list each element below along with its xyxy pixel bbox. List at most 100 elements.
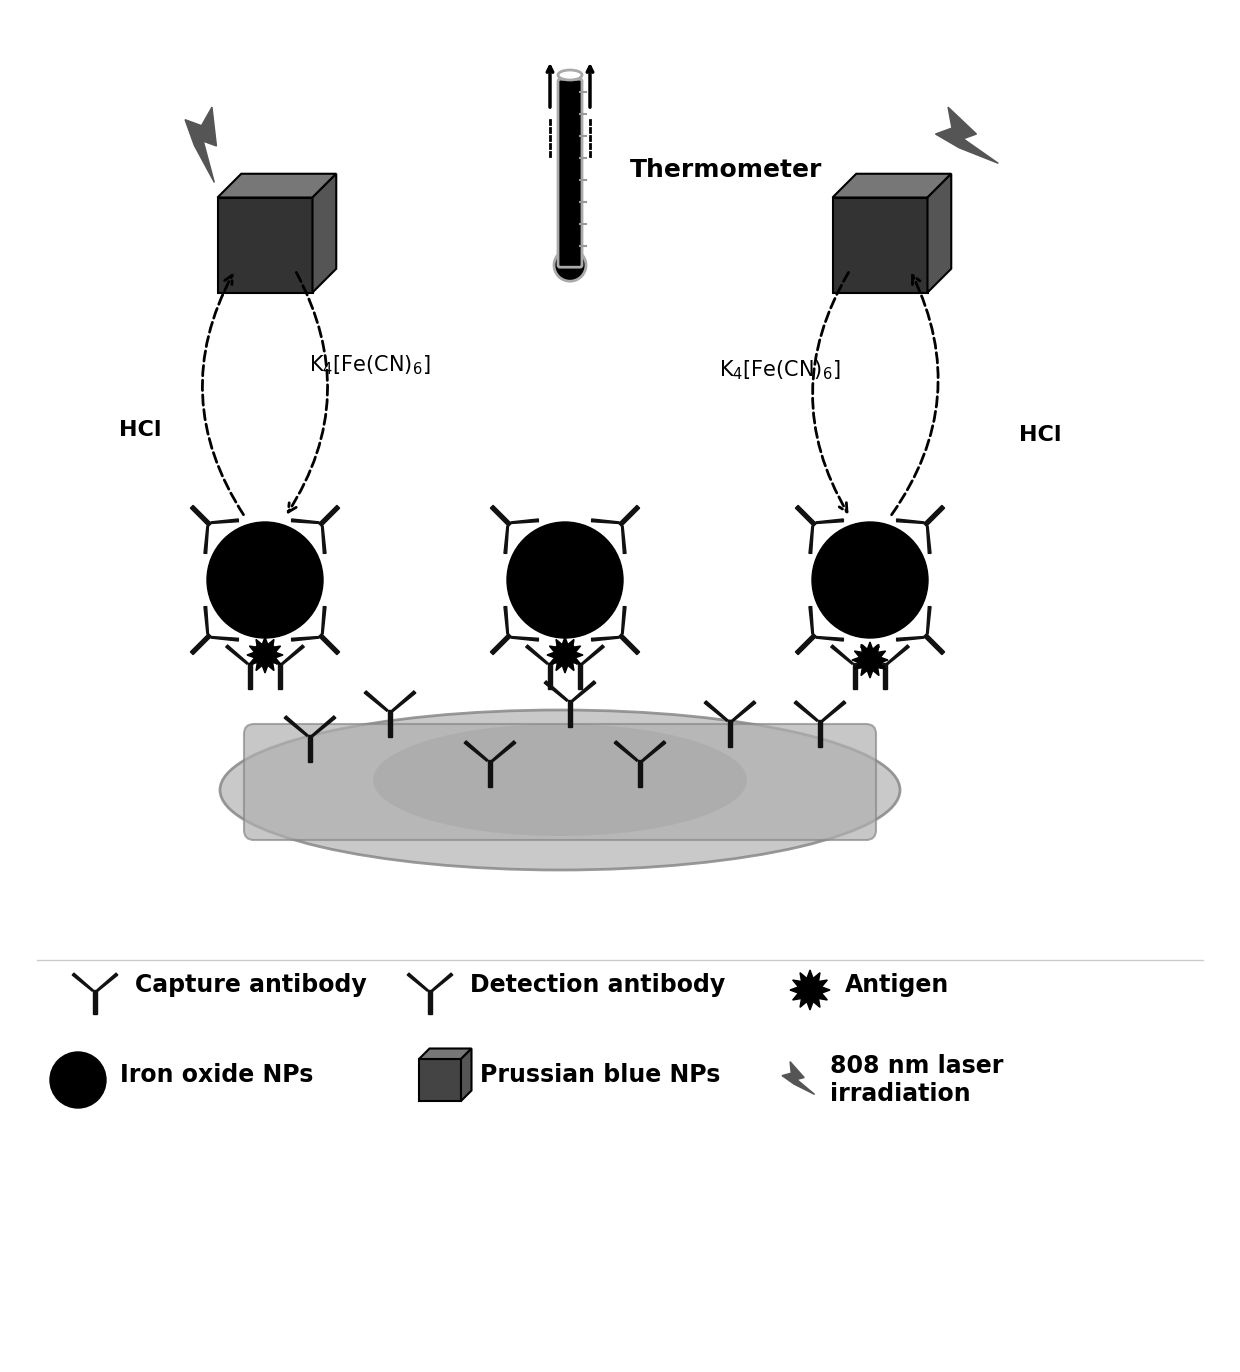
Polygon shape (226, 645, 248, 664)
Polygon shape (93, 991, 97, 1014)
Polygon shape (637, 760, 642, 788)
Polygon shape (97, 973, 118, 991)
Polygon shape (614, 741, 637, 761)
Polygon shape (572, 681, 596, 701)
Polygon shape (252, 645, 274, 664)
Polygon shape (857, 645, 879, 664)
FancyBboxPatch shape (558, 80, 582, 268)
Polygon shape (248, 663, 252, 689)
Text: 808 nm laser
irradiation: 808 nm laser irradiation (830, 1054, 1003, 1106)
Polygon shape (490, 505, 511, 527)
Polygon shape (503, 527, 508, 553)
Polygon shape (365, 691, 388, 711)
Polygon shape (284, 716, 308, 737)
Text: Prussian blue NPs: Prussian blue NPs (480, 1063, 720, 1087)
Polygon shape (511, 519, 538, 524)
Polygon shape (548, 663, 552, 689)
Polygon shape (728, 720, 732, 748)
Polygon shape (312, 716, 336, 737)
Polygon shape (255, 645, 278, 664)
FancyBboxPatch shape (244, 724, 875, 840)
Polygon shape (642, 741, 666, 761)
Polygon shape (794, 701, 818, 722)
Polygon shape (211, 637, 238, 641)
Polygon shape (795, 634, 816, 654)
Polygon shape (822, 701, 846, 722)
Polygon shape (556, 645, 578, 664)
Circle shape (507, 521, 622, 638)
Polygon shape (461, 1048, 471, 1100)
Ellipse shape (373, 724, 746, 836)
Polygon shape (489, 760, 492, 788)
Polygon shape (897, 519, 924, 524)
Polygon shape (526, 645, 548, 664)
Polygon shape (619, 505, 640, 527)
Circle shape (812, 521, 928, 638)
Polygon shape (247, 637, 283, 674)
Polygon shape (818, 720, 822, 748)
Polygon shape (291, 637, 319, 641)
Polygon shape (883, 663, 887, 689)
Polygon shape (72, 973, 93, 991)
Text: HCl: HCl (119, 420, 161, 440)
Circle shape (50, 1052, 105, 1109)
Polygon shape (621, 606, 626, 634)
Polygon shape (795, 505, 816, 527)
Polygon shape (852, 642, 888, 678)
Polygon shape (321, 606, 326, 634)
Polygon shape (591, 519, 619, 524)
Circle shape (554, 250, 587, 281)
Polygon shape (928, 174, 951, 292)
Polygon shape (203, 527, 208, 553)
Polygon shape (887, 645, 909, 664)
Polygon shape (578, 663, 582, 689)
Polygon shape (211, 519, 238, 524)
Ellipse shape (219, 709, 900, 870)
Polygon shape (432, 973, 453, 991)
Polygon shape (547, 637, 583, 674)
Polygon shape (217, 174, 336, 198)
Polygon shape (278, 663, 281, 689)
Polygon shape (419, 1059, 461, 1100)
Polygon shape (464, 741, 489, 761)
Text: Antigen: Antigen (844, 973, 950, 997)
Polygon shape (308, 735, 312, 763)
Polygon shape (503, 606, 508, 634)
Polygon shape (704, 701, 728, 722)
Polygon shape (388, 709, 392, 737)
Polygon shape (831, 645, 853, 664)
Polygon shape (281, 645, 304, 664)
Polygon shape (808, 606, 813, 634)
Polygon shape (552, 645, 574, 664)
Polygon shape (492, 741, 516, 761)
Polygon shape (832, 174, 951, 198)
Polygon shape (816, 637, 843, 641)
Polygon shape (832, 198, 928, 292)
Polygon shape (926, 527, 931, 553)
Text: Detection antibody: Detection antibody (470, 973, 725, 997)
Polygon shape (861, 645, 883, 664)
Text: Capture antibody: Capture antibody (135, 973, 367, 997)
Text: HCl: HCl (1019, 425, 1061, 445)
Polygon shape (808, 527, 813, 553)
Polygon shape (732, 701, 756, 722)
Polygon shape (816, 519, 843, 524)
Polygon shape (511, 637, 538, 641)
FancyArrowPatch shape (812, 273, 848, 512)
Polygon shape (621, 527, 626, 553)
Text: $\mathrm{K_4[Fe(CN)_6]}$: $\mathrm{K_4[Fe(CN)_6]}$ (719, 358, 841, 381)
Polygon shape (591, 637, 619, 641)
Ellipse shape (558, 70, 582, 80)
Text: Iron oxide NPs: Iron oxide NPs (120, 1063, 314, 1087)
Polygon shape (853, 663, 857, 689)
Polygon shape (217, 198, 312, 292)
Polygon shape (490, 634, 511, 654)
Text: Thermometer: Thermometer (630, 158, 822, 182)
Polygon shape (191, 634, 211, 654)
Polygon shape (924, 505, 945, 527)
Polygon shape (428, 991, 432, 1014)
Polygon shape (392, 691, 415, 711)
Polygon shape (419, 1048, 471, 1059)
Polygon shape (191, 505, 211, 527)
FancyArrowPatch shape (202, 276, 243, 514)
